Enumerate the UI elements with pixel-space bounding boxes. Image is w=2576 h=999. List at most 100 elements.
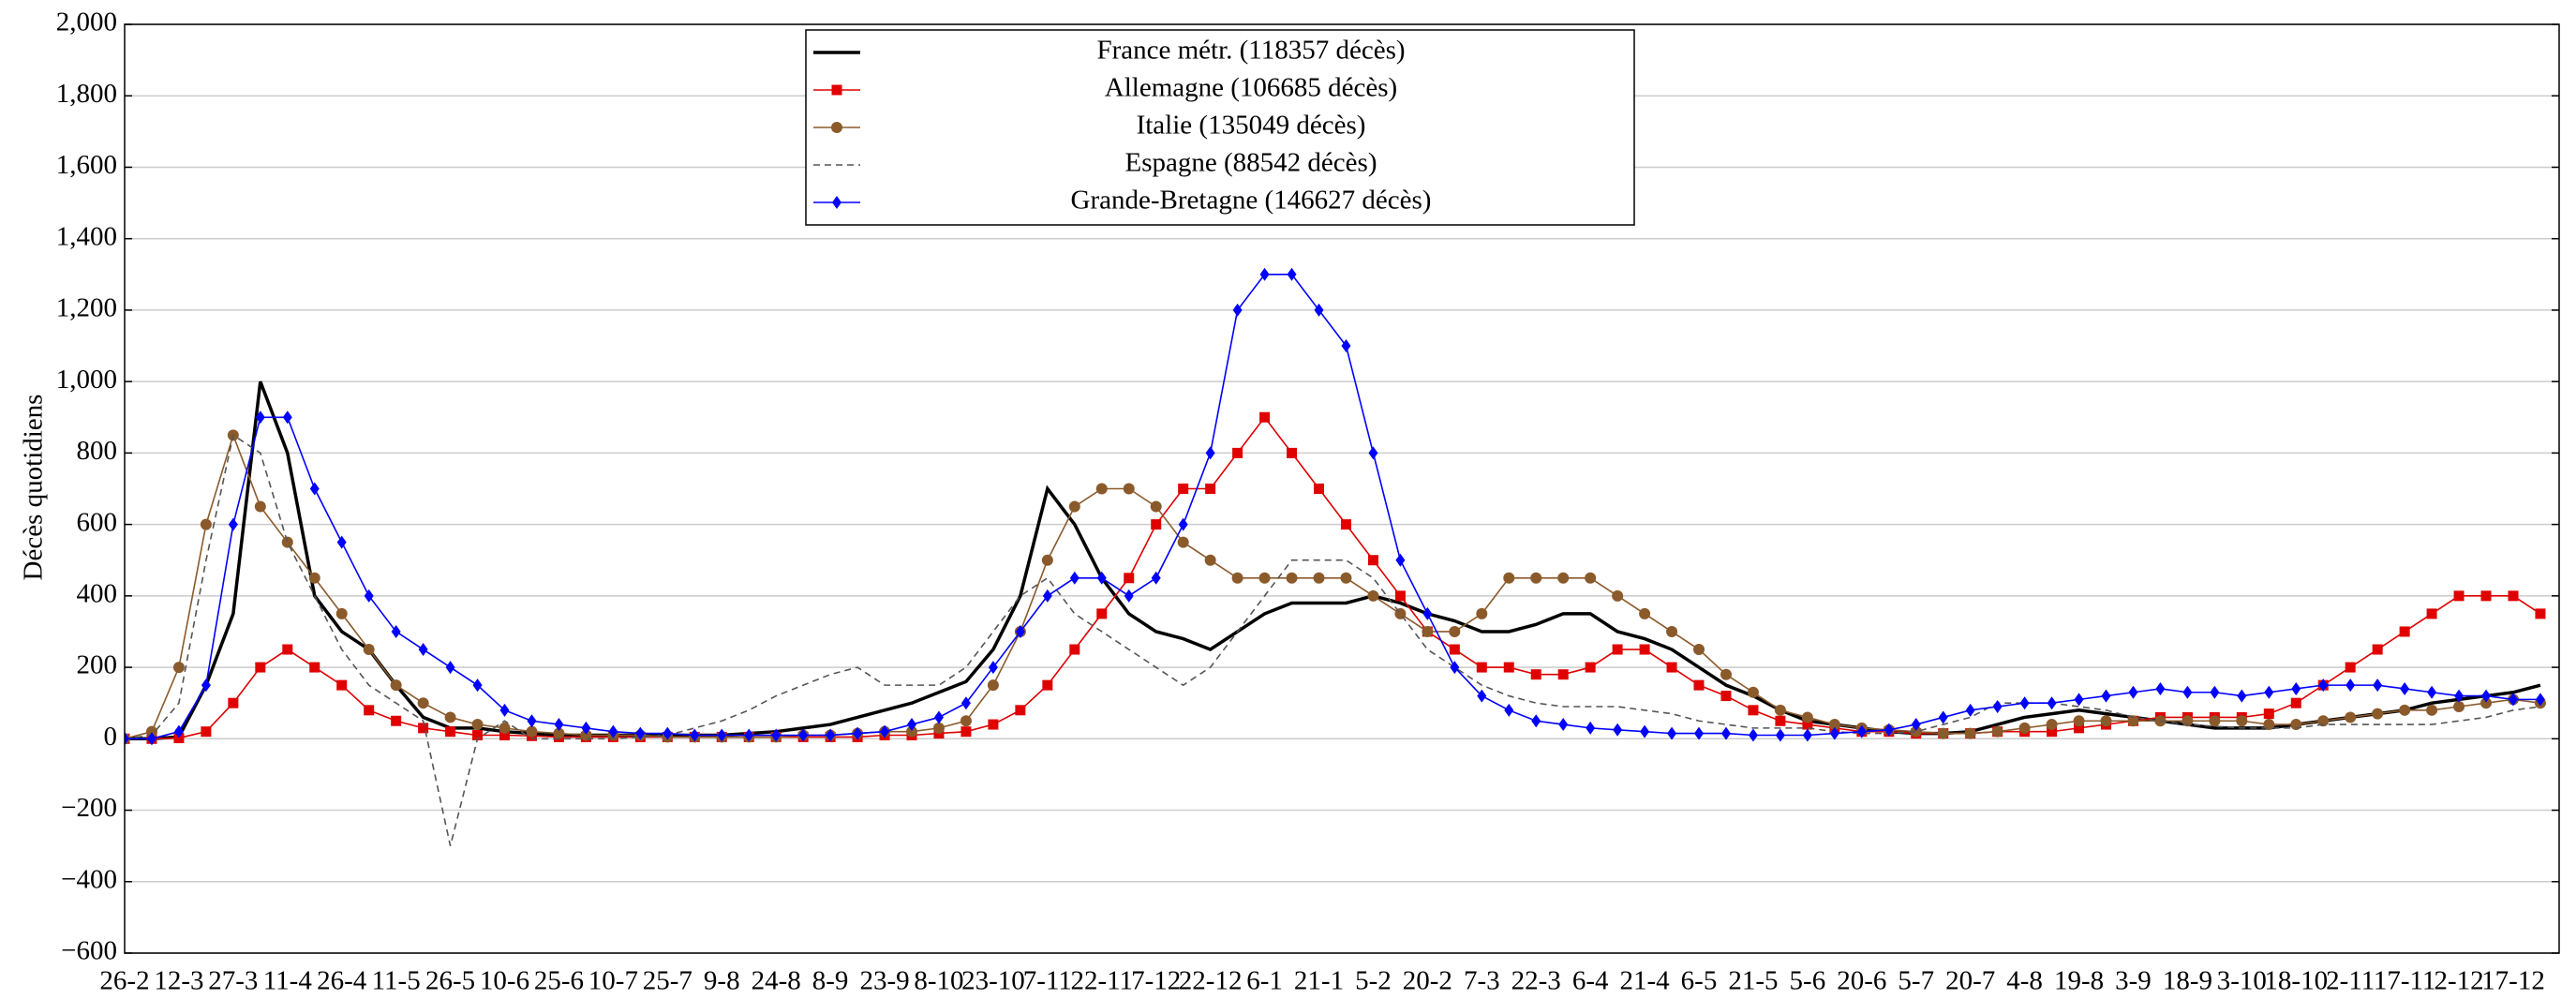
- marker: [1258, 572, 1271, 584]
- marker: [2318, 678, 2329, 693]
- marker: [1341, 339, 1351, 353]
- marker: [2182, 685, 2193, 699]
- x-tick-label: 6-4: [1572, 966, 1609, 996]
- marker: [309, 482, 320, 496]
- marker: [1557, 669, 1569, 680]
- marker: [880, 724, 890, 738]
- y-tick-label: 1,000: [56, 365, 117, 395]
- marker: [1476, 662, 1487, 673]
- marker: [1802, 728, 1812, 742]
- marker: [1068, 500, 1080, 513]
- marker: [499, 729, 511, 740]
- marker: [254, 500, 266, 513]
- marker: [1286, 572, 1298, 584]
- marker: [282, 644, 293, 655]
- marker: [1204, 554, 1216, 566]
- x-tick-label: 21-1: [1294, 966, 1344, 996]
- plot-area: [125, 267, 2546, 846]
- marker: [2535, 608, 2546, 619]
- marker: [1964, 727, 1976, 739]
- legend-box: [805, 29, 1635, 226]
- marker: [255, 410, 265, 425]
- marker: [417, 697, 429, 709]
- marker: [363, 644, 375, 656]
- marker: [2480, 590, 2492, 602]
- marker: [1911, 718, 1921, 732]
- marker: [1937, 727, 1949, 739]
- marker: [390, 679, 402, 692]
- marker: [1938, 710, 1948, 724]
- marker: [201, 726, 212, 738]
- marker: [771, 728, 782, 742]
- y-tick-label: 1,400: [56, 221, 117, 251]
- marker: [2264, 685, 2274, 699]
- x-tick-label: 4-8: [2006, 966, 2043, 996]
- marker: [933, 710, 944, 724]
- marker: [173, 724, 184, 738]
- legend-marker: [831, 122, 842, 133]
- marker: [826, 728, 836, 742]
- marker: [1069, 644, 1080, 655]
- y-tick-label: −200: [61, 793, 117, 823]
- marker: [1720, 691, 1732, 702]
- marker: [1042, 679, 1053, 691]
- marker: [2373, 678, 2383, 693]
- x-tick-label: 22-12: [1179, 966, 1243, 996]
- marker: [1069, 571, 1080, 585]
- marker: [2074, 723, 2085, 734]
- marker: [1666, 625, 1678, 637]
- marker: [1530, 572, 1542, 584]
- x-tick-label: 9-8: [704, 966, 740, 996]
- x-tick-label: 18-10: [2264, 966, 2328, 996]
- x-tick-label: 11-5: [372, 966, 421, 996]
- marker: [1531, 714, 1541, 728]
- marker: [1693, 679, 1705, 691]
- x-tick-label: 18-9: [2163, 966, 2212, 996]
- marker: [1096, 571, 1107, 585]
- marker: [1449, 644, 1460, 655]
- marker: [2263, 719, 2275, 731]
- x-tick-label: 20-7: [1945, 966, 1995, 996]
- series-line: [125, 274, 2540, 740]
- y-tick-label: 800: [77, 436, 118, 466]
- marker: [690, 728, 700, 742]
- marker: [146, 732, 156, 746]
- marker: [1314, 484, 1324, 494]
- marker: [2426, 608, 2437, 619]
- marker: [1178, 484, 1189, 494]
- marker: [125, 732, 129, 746]
- marker: [1476, 607, 1488, 619]
- marker: [200, 518, 212, 530]
- marker: [418, 723, 429, 734]
- marker: [2345, 711, 2357, 723]
- marker: [472, 729, 484, 740]
- marker: [1504, 703, 1514, 717]
- marker: [1394, 590, 1406, 602]
- marker: [2209, 715, 2221, 727]
- marker: [1613, 723, 1623, 737]
- x-tick-label: 24-8: [752, 966, 801, 996]
- marker: [1367, 555, 1378, 566]
- marker: [2400, 681, 2410, 695]
- x-tick-label: 11-4: [263, 966, 313, 996]
- legend-marker: [831, 84, 842, 96]
- marker: [444, 711, 456, 723]
- marker: [960, 726, 972, 738]
- marker: [1748, 728, 1758, 742]
- marker: [1340, 572, 1352, 584]
- marker: [2100, 715, 2112, 727]
- marker: [1802, 719, 1813, 730]
- marker: [1287, 447, 1298, 458]
- marker: [2047, 696, 2057, 710]
- marker: [255, 662, 266, 673]
- x-tick-label: 26-2: [99, 966, 149, 996]
- marker: [472, 678, 483, 693]
- marker: [1124, 573, 1135, 584]
- marker: [2535, 693, 2545, 707]
- marker: [526, 725, 538, 738]
- marker: [798, 728, 809, 742]
- marker: [1178, 517, 1188, 531]
- marker: [1151, 519, 1162, 530]
- marker: [1449, 625, 1461, 637]
- marker: [2074, 693, 2084, 707]
